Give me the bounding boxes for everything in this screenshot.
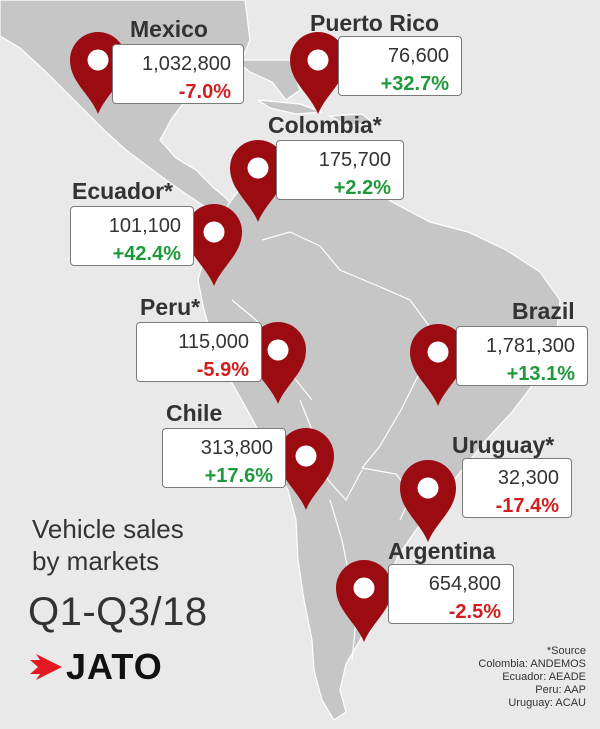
change-puerto-rico: +32.7% [380,73,449,95]
change-mexico: -7.0% [178,81,231,103]
source-line: Ecuador: AEADE [502,671,586,683]
market-box-puerto-rico: 76,600 +32.7% [338,36,462,96]
infographic-title: Vehicle sales by markets [32,513,184,577]
market-box-chile: 313,800 +17.6% [162,428,286,488]
source-line: Colombia: ANDEMOS [478,658,586,670]
location-pin-brazil-icon [410,324,466,406]
jato-logo: JATO [28,646,178,688]
location-pin-colombia-icon [230,140,286,222]
cuba-island [257,99,323,115]
source-heading: *Source [546,645,586,657]
market-box-uruguay: 32,300 -17.4% [462,458,572,518]
market-box-argentina: 654,800 -2.5% [388,564,514,624]
jato-arrow-icon [30,654,62,680]
change-uruguay: -17.4% [495,495,559,517]
units-chile: 313,800 [200,437,273,459]
period-label: Q1-Q3/18 [28,590,208,634]
location-pin-uruguay-icon [400,460,456,542]
market-name-colombia: Colombia* [268,112,382,138]
market-name-peru: Peru* [140,294,201,320]
market-name-mexico: Mexico [130,16,208,42]
units-mexico: 1,032,800 [142,53,231,75]
market-name-argentina: Argentina [388,538,496,564]
market-box-ecuador: 101,100 +42.4% [70,206,194,266]
units-argentina: 654,800 [428,573,501,595]
units-colombia: 175,700 [318,149,391,171]
market-name-ecuador: Ecuador* [72,178,173,204]
change-brazil: +13.1% [506,363,575,385]
units-peru: 115,000 [178,331,249,353]
location-pin-chile-icon [278,428,334,510]
change-chile: +17.6% [204,465,273,487]
units-brazil: 1,781,300 [486,335,575,357]
market-name-puerto-rico: Puerto Rico [310,10,440,36]
change-colombia: +2.2% [333,177,391,199]
source-line: Peru: AAP [535,684,586,696]
market-box-colombia: 175,700 +2.2% [276,140,404,200]
title-line-1: Vehicle sales [32,514,184,544]
units-uruguay: 32,300 [497,467,559,489]
market-box-mexico: 1,032,800 -7.0% [112,44,244,104]
units-puerto-rico: 76,600 [387,45,449,67]
market-box-peru: 115,000 -5.9% [136,322,262,382]
location-pin-puerto-rico-icon [290,32,346,114]
market-name-brazil: Brazil [512,298,575,324]
change-peru: -5.9% [196,359,249,381]
change-ecuador: +42.4% [112,243,181,265]
source-note: *Source Colombia: ANDEMOS Ecuador: AEADE… [478,645,586,710]
hispaniola-island [327,113,374,127]
change-argentina: -2.5% [448,601,501,623]
market-box-brazil: 1,781,300 +13.1% [456,326,588,386]
location-pin-ecuador-icon [186,204,242,286]
location-pin-argentina-icon [336,560,392,642]
market-name-chile: Chile [166,400,223,426]
units-ecuador: 101,100 [108,215,181,237]
logo-text: JATO [66,646,163,687]
source-line: Uruguay: ACAU [508,697,586,709]
market-name-uruguay: Uruguay* [452,432,555,458]
title-line-2: by markets [32,546,160,576]
location-pin-peru-icon [250,322,306,404]
